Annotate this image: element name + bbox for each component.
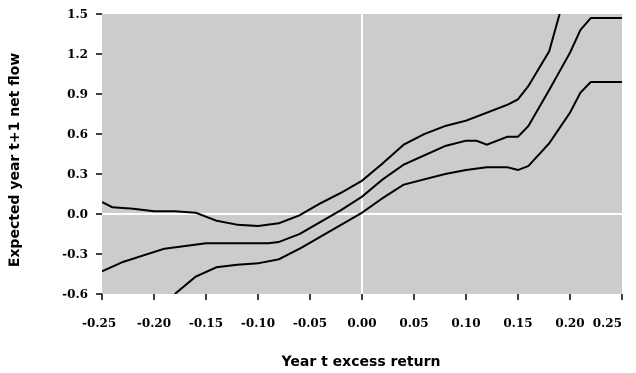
x-tick-label: -0.05 <box>293 316 327 330</box>
x-tick-label: -0.10 <box>241 316 275 330</box>
series-line-1 <box>102 17 622 273</box>
series-line-2 <box>174 81 622 294</box>
y-tick-label: 1.2 <box>67 47 88 61</box>
x-tick-label: 0.10 <box>451 316 480 330</box>
y-axis-ticks: -0.6 -0.3 0.0 0.3 0.6 0.9 1.2 1.5 <box>62 7 102 301</box>
x-axis-ticks: -0.25 -0.20 -0.15 -0.10 -0.05 0.00 0.05 0.10 0.1… <box>82 294 623 330</box>
x-tick-label: -0.15 <box>189 316 223 330</box>
y-tick-label: -0.3 <box>62 247 88 261</box>
y-tick-label: 0.9 <box>67 87 88 101</box>
x-axis-label: Year t excess return <box>281 354 441 370</box>
x-tick-label: 0.15 <box>503 316 532 330</box>
x-tick-label: 0.20 <box>555 316 584 330</box>
y-tick-label: 0.6 <box>67 127 88 141</box>
y-tick-label: 0.0 <box>67 207 88 221</box>
x-tick-label: 0.00 <box>347 316 376 330</box>
series-line-0 <box>102 14 561 227</box>
x-tick-label: -0.25 <box>82 316 116 330</box>
x-tick-label: -0.20 <box>137 316 171 330</box>
y-tick-label: -0.6 <box>62 287 88 301</box>
y-axis-label: Expected year t+1 net flow <box>7 53 23 267</box>
series-layer <box>102 14 622 294</box>
y-tick-label: 1.5 <box>67 7 88 21</box>
x-tick-label: 0.05 <box>399 316 428 330</box>
y-tick-label: 0.3 <box>67 167 88 181</box>
x-tick-label: 0.25 <box>593 316 622 330</box>
